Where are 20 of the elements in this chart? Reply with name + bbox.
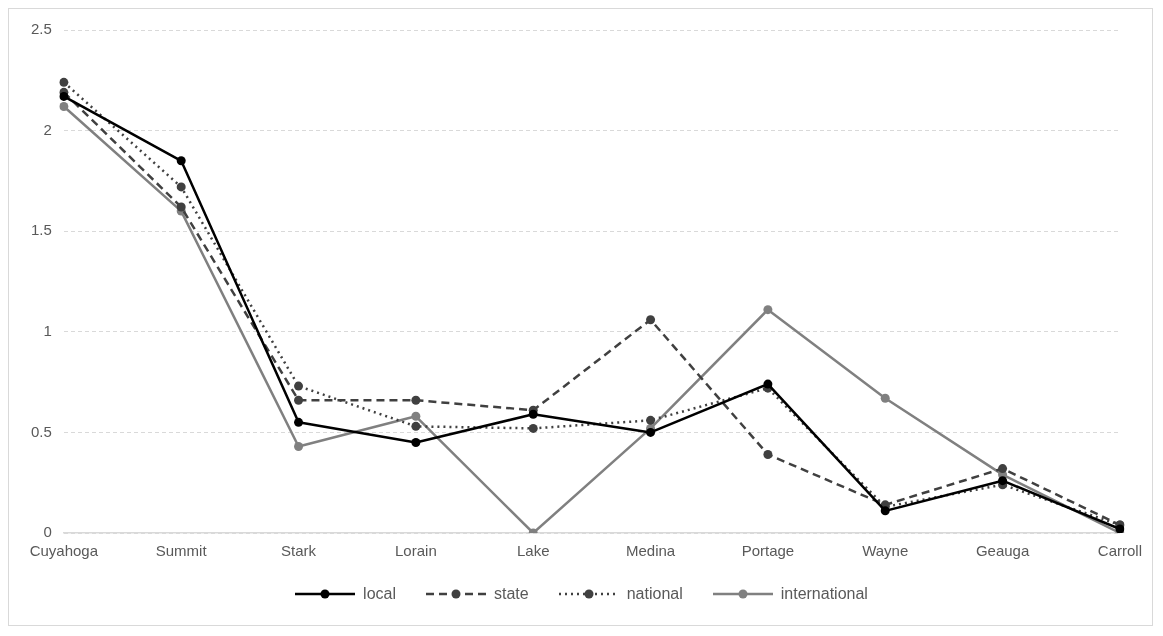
- legend-label: state: [494, 585, 529, 603]
- x-tick-label: Stark: [281, 542, 317, 560]
- x-tick-label: Lorain: [395, 542, 437, 560]
- legend-label: national: [626, 585, 683, 603]
- x-tick-label: Lake: [516, 542, 550, 560]
- x-tick-label: Summit: [155, 542, 208, 560]
- y-tick-label: 2: [43, 120, 52, 138]
- legend-label: local: [363, 585, 396, 603]
- x-tick-label: Portage: [741, 542, 795, 560]
- x-tick-label: Geauga: [975, 542, 1030, 560]
- y-tick-label: 0: [43, 523, 52, 541]
- y-tick-label: 1.5: [30, 221, 52, 239]
- x-tick-label: Cuyahoga: [29, 542, 99, 560]
- x-tick-label: Carroll: [1097, 542, 1143, 560]
- legend-label: international: [780, 585, 868, 603]
- x-tick-label: Wayne: [862, 542, 909, 560]
- x-tick-label: Medina: [625, 542, 676, 560]
- y-tick-label: 1: [43, 321, 52, 339]
- y-tick-label: 2.5: [30, 20, 52, 38]
- y-tick-label: 0.5: [30, 422, 52, 440]
